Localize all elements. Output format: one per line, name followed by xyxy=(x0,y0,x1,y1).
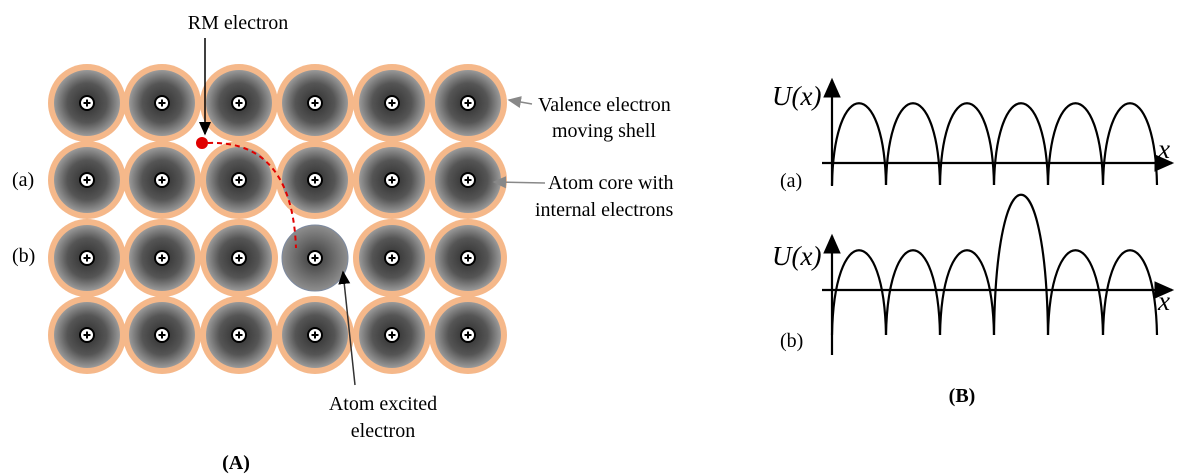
atom xyxy=(276,296,354,374)
atom xyxy=(48,219,126,297)
label: Atom core with xyxy=(548,172,674,194)
axis-label: x xyxy=(1157,134,1170,164)
potential-curve xyxy=(940,250,994,335)
label: (a) xyxy=(780,170,802,192)
potential-curve xyxy=(832,103,886,185)
label: Atom excited xyxy=(329,393,437,415)
atom xyxy=(200,219,278,297)
atom-lattice xyxy=(48,64,507,374)
label: Valence electron xyxy=(538,94,671,116)
label: RM electron xyxy=(188,12,289,34)
potential-curve xyxy=(1103,250,1157,335)
potential-curve xyxy=(886,103,940,185)
atom xyxy=(48,141,126,219)
atom xyxy=(48,64,126,142)
axis-label: U(x) xyxy=(772,241,821,271)
atom xyxy=(276,64,354,142)
potential-curve xyxy=(940,103,994,185)
atom xyxy=(429,296,507,374)
atom xyxy=(200,141,278,219)
atom xyxy=(353,141,431,219)
caption: (B) xyxy=(949,385,976,407)
potential-plots xyxy=(822,80,1172,355)
potential-curve xyxy=(1048,103,1103,185)
potential-curve xyxy=(1048,250,1103,335)
atom xyxy=(48,296,126,374)
label: (b) xyxy=(780,330,803,352)
axis-label: x xyxy=(1157,286,1170,316)
atom xyxy=(353,296,431,374)
axis-label: U(x) xyxy=(772,81,821,111)
potential-curve xyxy=(994,103,1048,185)
label: (a) xyxy=(12,169,34,191)
potential-curve xyxy=(1103,103,1157,185)
atom xyxy=(276,141,354,219)
label: (b) xyxy=(12,245,35,267)
arrow xyxy=(494,182,545,183)
atom xyxy=(123,64,201,142)
atom xyxy=(123,219,201,297)
potential-curve xyxy=(994,195,1048,335)
arrow xyxy=(509,100,532,104)
figure: RM electron Valence electron moving shel… xyxy=(0,0,1182,475)
rm-electron-dot xyxy=(196,137,208,149)
atom xyxy=(200,296,278,374)
atom xyxy=(353,219,431,297)
atom xyxy=(429,64,507,142)
atom xyxy=(200,64,278,142)
atom xyxy=(429,141,507,219)
potential-curve xyxy=(832,250,886,335)
label: electron xyxy=(351,420,415,442)
label: moving shell xyxy=(552,120,656,142)
excited-atom xyxy=(282,225,348,291)
label: internal electrons xyxy=(535,199,673,221)
atom xyxy=(353,64,431,142)
atom xyxy=(123,141,201,219)
potential-curve xyxy=(886,250,940,335)
atom xyxy=(429,219,507,297)
atom xyxy=(123,296,201,374)
caption: (A) xyxy=(222,452,250,474)
